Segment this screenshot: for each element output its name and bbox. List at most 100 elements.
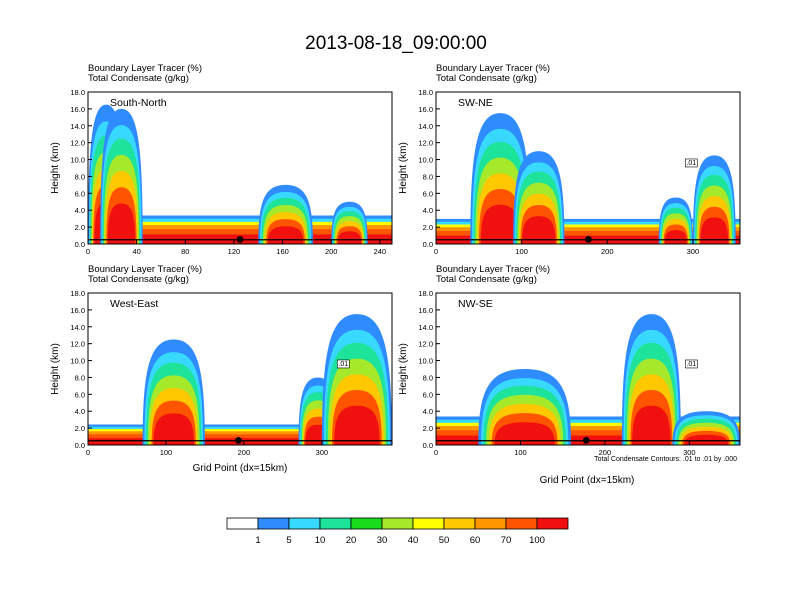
y-tick-label: 4.0 <box>75 407 85 416</box>
y-tick-label: 14.0 <box>70 323 85 332</box>
panel-header-tracer: Boundary Layer Tracer (%) <box>88 264 202 275</box>
x-tick-label: 200 <box>601 247 614 256</box>
panel-4: 0 100 200 300 0.0 2.0 4.0 6.0 8.0 10.0 12.0 14.0 16.… <box>398 264 741 457</box>
colorbar-swatch <box>536 517 569 530</box>
contour-label: .01 <box>686 361 696 368</box>
x-tick-label: 0 <box>434 247 438 256</box>
plume-0-level-6 <box>480 204 520 244</box>
x-tick-label: 240 <box>374 247 387 256</box>
panel-header-tracer: Boundary Layer Tracer (%) <box>88 63 202 74</box>
plume-3-level-6 <box>700 217 729 244</box>
y-tick-label: 6.0 <box>423 189 433 198</box>
y-tick-label: 6.0 <box>75 390 85 399</box>
x-axis-label-right: Grid Point (dx=15km) <box>540 475 635 486</box>
colorbar: 1 5 10 20 30 40 50 60 70 100 <box>226 517 569 546</box>
x-tick-label: 200 <box>238 448 251 457</box>
y-tick-label: 2.0 <box>75 223 85 232</box>
panel-header-tracer: Boundary Layer Tracer (%) <box>436 63 550 74</box>
contour-label-box <box>336 359 350 369</box>
plume-0-level-6 <box>494 422 555 445</box>
colorbar-swatch <box>381 517 414 530</box>
tracer-field <box>88 314 392 445</box>
x-tick-label: 120 <box>228 247 241 256</box>
plot-frame <box>435 292 741 446</box>
panel-header-condensate: Total Condensate (g/kg) <box>88 73 189 84</box>
x-tick-label: 0 <box>86 247 90 256</box>
location-marker <box>585 235 592 243</box>
panel-header-tracer: Boundary Layer Tracer (%) <box>436 264 550 275</box>
colorbar-swatch <box>350 517 383 530</box>
y-tick-label: 18.0 <box>70 88 85 97</box>
plume-2-level-6 <box>684 434 729 445</box>
panel-label: West-East <box>110 298 158 310</box>
plume-1-level-6 <box>632 405 671 445</box>
y-tick-label: 8.0 <box>75 373 85 382</box>
y-tick-label: 18.0 <box>418 289 433 298</box>
x-tick-label: 100 <box>160 448 173 457</box>
x-tick-label: 40 <box>132 247 140 256</box>
location-marker <box>582 436 590 444</box>
colorbar-label: 50 <box>439 535 450 546</box>
x-tick-label: 200 <box>325 247 338 256</box>
plume-1-level-6 <box>107 203 136 244</box>
y-tick-label: 6.0 <box>75 189 85 198</box>
y-tick-label: 14.0 <box>418 323 433 332</box>
colorbar-label: 40 <box>408 535 419 546</box>
y-tick-label: 4.0 <box>75 206 85 215</box>
contour-note: Total Condensate Contours: .01 to .01 by… <box>594 456 737 463</box>
y-tick-label: 16.0 <box>70 306 85 315</box>
y-tick-label: 0.0 <box>75 240 85 249</box>
contour-label: .01 <box>338 361 348 368</box>
x-tick-label: 300 <box>683 448 696 457</box>
y-tick-label: 10.0 <box>70 156 85 165</box>
colorbar-swatch <box>474 517 507 530</box>
colorbar-swatch <box>257 517 290 530</box>
y-tick-label: 8.0 <box>423 172 433 181</box>
colorbar-label: 20 <box>346 535 357 546</box>
plume-2-level-6 <box>664 230 687 244</box>
colorbar-swatch <box>226 517 259 530</box>
y-tick-label: 18.0 <box>70 289 85 298</box>
colorbar-label: 100 <box>529 535 545 546</box>
x-tick-label: 160 <box>276 247 289 256</box>
x-tick-label: 200 <box>599 448 612 457</box>
x-tick-label: 100 <box>515 247 528 256</box>
y-tick-label: 10.0 <box>418 357 433 366</box>
y-tick-label: 12.0 <box>70 139 85 148</box>
y-tick-label: 16.0 <box>70 105 85 114</box>
y-tick-label: 10.0 <box>70 357 85 366</box>
y-axis-label: Height (km) <box>398 343 409 395</box>
y-tick-label: 2.0 <box>75 424 85 433</box>
colorbar-label: 10 <box>315 535 326 546</box>
contour-label-box <box>684 158 698 168</box>
colorbar-swatch <box>412 517 445 530</box>
y-tick-label: 0.0 <box>423 441 433 450</box>
plot-frame <box>87 91 393 245</box>
figure-title: 2013-08-18_09:00:00 <box>305 33 487 54</box>
y-tick-label: 0.0 <box>423 240 433 249</box>
y-axis-label: Height (km) <box>50 142 61 194</box>
colorbar-swatch <box>443 517 476 530</box>
plot-frame <box>435 91 741 245</box>
panel-header-condensate: Total Condensate (g/kg) <box>88 274 189 285</box>
y-tick-label: 4.0 <box>423 407 433 416</box>
panel-label: SW-NE <box>458 97 493 109</box>
panel-label: NW-SE <box>458 298 493 310</box>
x-tick-label: 0 <box>86 448 90 457</box>
y-tick-label: 12.0 <box>70 340 85 349</box>
y-tick-label: 12.0 <box>418 340 433 349</box>
x-axis-label-left: Grid Point (dx=15km) <box>193 463 288 474</box>
plume-1-level-6 <box>522 216 556 244</box>
panel-header-condensate: Total Condensate (g/kg) <box>436 274 537 285</box>
y-axis-label: Height (km) <box>50 343 61 395</box>
y-tick-label: 4.0 <box>423 206 433 215</box>
colorbar-label: 60 <box>470 535 481 546</box>
y-tick-label: 10.0 <box>418 156 433 165</box>
y-tick-label: 14.0 <box>70 122 85 131</box>
tracer-field <box>88 104 392 244</box>
x-tick-label: 100 <box>514 448 527 457</box>
y-tick-label: 0.0 <box>75 441 85 450</box>
panel-label: South-North <box>110 97 167 109</box>
y-tick-label: 18.0 <box>418 88 433 97</box>
